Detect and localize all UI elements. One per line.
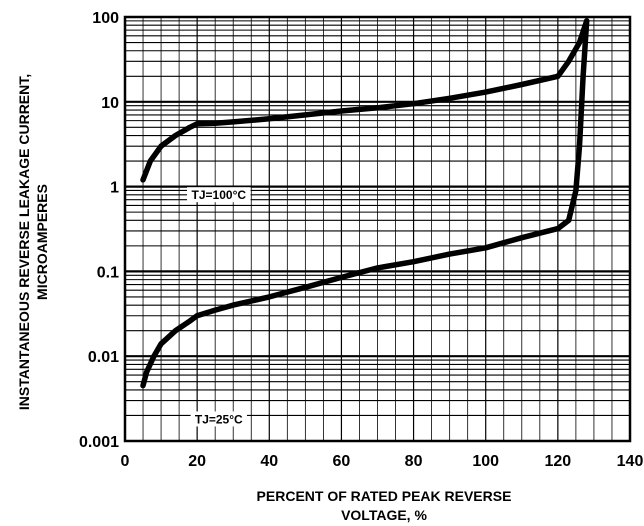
- chart-axes: [123, 15, 632, 443]
- x-tick-label: 60: [333, 453, 351, 470]
- y-tick-label: 0.1: [97, 264, 119, 281]
- curve-label-background: [186, 187, 251, 203]
- curve-annotations: TJ=100°C TJ=25°C: [186, 187, 251, 427]
- curve-label-2: TJ=25°C: [195, 412, 243, 426]
- y-tick-label: 10: [101, 95, 119, 112]
- series-line-1: [140, 18, 590, 183]
- y-tick-label: 100: [92, 10, 119, 27]
- x-tick-label: 140: [617, 453, 644, 470]
- x-tick-label: 40: [260, 453, 278, 470]
- y-axis-label-line-1: INSTANTANEOUS REVERSE LEAKAGE CURRENT,: [16, 74, 32, 410]
- x-axis-label-line-1: PERCENT OF RATED PEAK REVERSE: [257, 488, 512, 504]
- x-tick-label: 100: [472, 453, 499, 470]
- x-axis-label-line-2: VOLTAGE, %: [341, 507, 427, 523]
- x-tick-label: 80: [405, 453, 423, 470]
- y-tick-label: 0.01: [88, 349, 119, 366]
- x-tick-label: 20: [188, 453, 206, 470]
- y-tick-label: 1: [110, 180, 119, 197]
- curve-label-1: TJ=100°C: [192, 188, 247, 202]
- y-axis-label-line-2: MICROAMPERES: [34, 184, 50, 300]
- curve-label-background: [190, 411, 247, 427]
- x-tick-label: 0: [121, 453, 130, 470]
- x-tick-label: 120: [545, 453, 572, 470]
- plot-frame: [123, 15, 632, 443]
- y-tick-label: 0.001: [79, 434, 119, 451]
- chart-series: [140, 18, 590, 389]
- tick-labels: 0 20 40 60 80 100 120 140 0.001 0.01 0.1 1 10 100: [79, 10, 643, 470]
- series-line-2: [140, 18, 590, 389]
